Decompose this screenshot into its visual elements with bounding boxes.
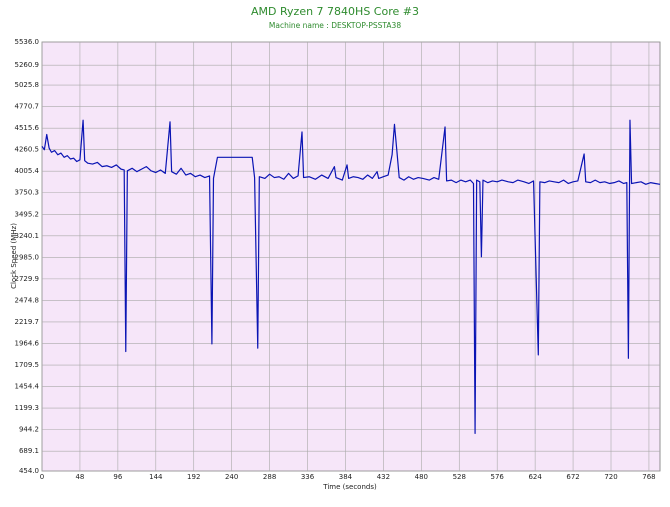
- y-tick-label: 2729.9: [15, 275, 40, 283]
- y-tick-label: 1964.6: [15, 339, 40, 347]
- chart-title: AMD Ryzen 7 7840HS Core #3: [251, 5, 419, 18]
- y-tick-label: 2474.8: [15, 296, 40, 304]
- y-tick-label: 4515.6: [15, 124, 40, 132]
- y-tick-label: 3750.3: [15, 189, 40, 197]
- x-tick-label: 48: [75, 473, 84, 481]
- x-tick-label: 720: [604, 473, 617, 481]
- x-tick-label: 336: [301, 473, 315, 481]
- x-axis-label: Time (seconds): [322, 483, 377, 491]
- y-tick-label: 5025.8: [15, 81, 40, 89]
- y-tick-label: 4005.4: [15, 167, 40, 175]
- y-tick-label: 689.1: [19, 447, 39, 455]
- x-tick-label: 0: [40, 473, 44, 481]
- y-tick-label: 454.0: [19, 467, 39, 475]
- y-tick-label: 2219.7: [15, 318, 40, 326]
- y-tick-label: 1454.4: [15, 383, 40, 391]
- x-tick-label: 288: [263, 473, 276, 481]
- y-tick-label: 2985.0: [15, 253, 40, 261]
- x-tick-label: 672: [566, 473, 579, 481]
- y-tick-label: 4770.7: [15, 103, 40, 111]
- y-tick-label: 1199.3: [15, 404, 40, 412]
- y-axis-label: Clock Speed (MHz): [10, 223, 18, 289]
- x-tick-label: 576: [491, 473, 505, 481]
- y-tick-label: 944.2: [19, 426, 39, 434]
- y-tick-label: 1709.5: [15, 361, 40, 369]
- x-tick-label: 240: [225, 473, 238, 481]
- x-tick-label: 624: [528, 473, 542, 481]
- data-line: [41, 119, 661, 434]
- plot-area: [41, 41, 661, 472]
- x-tick-label: 528: [453, 473, 466, 481]
- y-tick-label: 5536.0: [15, 38, 40, 46]
- y-tick-label: 4260.5: [15, 146, 40, 154]
- x-tick-label: 96: [113, 473, 122, 481]
- x-tick-label: 144: [149, 473, 163, 481]
- y-tick-label: 5260.9: [15, 61, 40, 69]
- chart-subtitle: Machine name : DESKTOP-PSSTA38: [269, 21, 401, 30]
- x-tick-label: 432: [377, 473, 390, 481]
- y-tick-label: 3495.2: [15, 210, 40, 218]
- x-tick-label: 480: [415, 473, 428, 481]
- y-tick-label: 3240.1: [15, 232, 40, 240]
- x-tick-label: 768: [642, 473, 655, 481]
- x-tick-label: 192: [187, 473, 200, 481]
- x-tick-label: 384: [339, 473, 353, 481]
